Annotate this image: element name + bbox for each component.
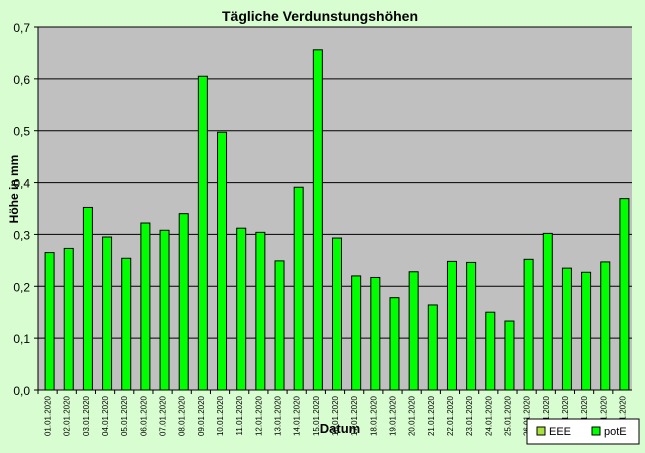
x-tick-label: 22.01.2020 xyxy=(446,395,455,436)
bar-potE xyxy=(427,304,438,391)
x-tick-label: 25.01.2020 xyxy=(503,395,512,436)
bar-potE xyxy=(485,311,496,391)
y-tick-label: 0,0 xyxy=(13,384,30,398)
legend-swatch-eee xyxy=(536,426,546,436)
bar-potE xyxy=(274,260,285,391)
x-tick-label: 17.01.2020 xyxy=(350,395,359,436)
x-tick-label: 23.01.2020 xyxy=(465,395,474,436)
y-tick-label: 0,2 xyxy=(13,280,30,294)
legend-label-pote: potE xyxy=(604,426,627,438)
x-tick-label: 05.01.2020 xyxy=(120,395,129,436)
bar-potE xyxy=(44,252,55,391)
bar-potE xyxy=(312,49,323,391)
x-tick-label: 28.01.2020 xyxy=(561,395,570,436)
bar-potE xyxy=(600,261,611,391)
x-tick-label: 29.01.2020 xyxy=(580,395,589,436)
bar-potE xyxy=(293,186,304,391)
bar-potE xyxy=(63,247,74,391)
x-tick-label: 01.01.2020 xyxy=(44,395,53,436)
x-tick-label: 21.01.2020 xyxy=(427,395,436,436)
legend: EEE potE xyxy=(526,418,640,445)
bar-potE xyxy=(561,267,572,391)
x-axis-label: Datum xyxy=(320,421,360,436)
bar-potE xyxy=(581,271,592,391)
y-axis-label: Höhe in mm xyxy=(7,155,21,224)
x-tick-label: 16.01.2020 xyxy=(331,395,340,436)
x-tick-label: 24.01.2020 xyxy=(484,395,493,436)
x-tick-label: 20.01.2020 xyxy=(408,395,417,436)
x-tick-label: 26.01.2020 xyxy=(523,395,532,436)
y-tick-label: 0,1 xyxy=(13,332,30,346)
x-tick-label: 08.01.2020 xyxy=(178,395,187,436)
bar-potE xyxy=(332,237,342,391)
bar-potE xyxy=(197,75,208,391)
x-tick-label: 14.01.2020 xyxy=(293,395,302,436)
x-tick-label: 15.01.2020 xyxy=(312,395,321,436)
x-tick-label: 10.01.2020 xyxy=(216,395,225,436)
bar-potE xyxy=(523,258,534,391)
x-tick-label: 09.01.2020 xyxy=(197,395,206,436)
bar-potE xyxy=(504,320,515,391)
bar-potE xyxy=(82,206,93,391)
bar-potE xyxy=(389,297,400,391)
bar-potE xyxy=(370,276,381,391)
chart-title: Tägliche Verdunstungshöhen xyxy=(222,8,418,24)
y-tick-label: 0,3 xyxy=(13,228,30,242)
legend-box xyxy=(526,418,640,445)
x-tick-label: 11.01.2020 xyxy=(235,395,244,435)
bar-potE xyxy=(255,231,266,391)
bar-potE xyxy=(351,275,362,391)
bar-potE xyxy=(102,236,113,391)
y-tick-label: 0,4 xyxy=(13,177,30,191)
x-tick-label: 18.01.2020 xyxy=(369,395,378,436)
bar-potE xyxy=(619,198,630,391)
bar-potE xyxy=(542,232,553,391)
bar-potE xyxy=(121,257,132,391)
x-tick-label: 06.01.2020 xyxy=(139,395,148,436)
x-tick-label: 31.01.2020 xyxy=(618,395,627,436)
x-tick-label: 27.01.2020 xyxy=(542,395,551,436)
x-tick-label: 04.01.2020 xyxy=(101,395,110,436)
bar-potE xyxy=(178,213,189,391)
bar-potE xyxy=(159,229,170,391)
bar-potE xyxy=(408,271,419,391)
legend-swatch-pote xyxy=(591,426,601,436)
legend-label-eee: EEE xyxy=(549,426,571,438)
x-tick-label: 13.01.2020 xyxy=(274,395,283,436)
bar-potE xyxy=(236,227,247,391)
x-tick-label: 12.01.2020 xyxy=(254,395,263,436)
y-tick-label: 0,7 xyxy=(13,21,30,35)
x-tick-label: 07.01.2020 xyxy=(159,395,168,436)
y-tick-label: 0,6 xyxy=(13,73,30,87)
bar-potE xyxy=(217,131,228,391)
y-tick-label: 0,5 xyxy=(13,125,30,139)
bar-potE xyxy=(446,260,457,391)
bar-potE xyxy=(140,222,151,391)
x-tick-label: 02.01.2020 xyxy=(63,395,72,436)
bar-potE xyxy=(466,261,477,391)
x-tick-label: 19.01.2020 xyxy=(388,395,397,436)
x-tick-label: 03.01.2020 xyxy=(82,395,91,436)
x-tick-label: 30.01.2020 xyxy=(599,395,608,436)
